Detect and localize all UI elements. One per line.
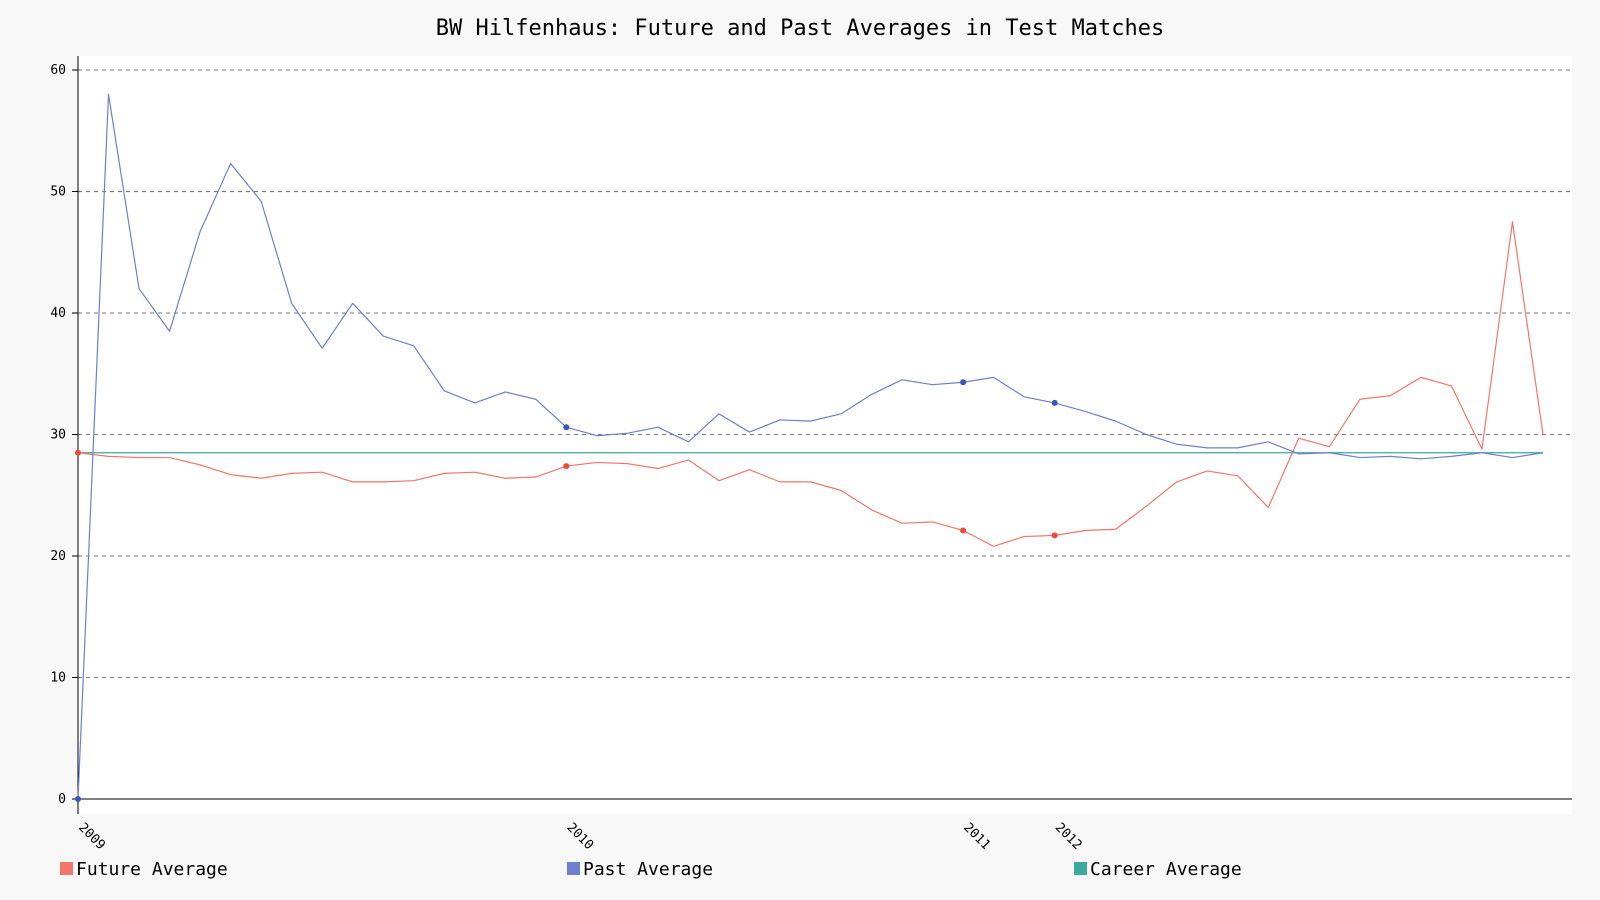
legend-label: Career Average [1090,859,1242,880]
y-tick-label: 0 [58,792,66,807]
data-point-future-average [960,527,967,534]
legend-item-career-average: Career Average [1074,859,1242,880]
series-lines [77,93,1544,800]
data-point-future-average [75,449,81,456]
legend-item-past-average: Past Average [567,859,713,880]
legend-swatch [1074,862,1087,875]
y-tick-label: 60 [50,63,66,78]
series-line-past-average [77,93,1544,800]
data-point-past-average [960,379,967,386]
legend: Future Average Past Average Career Average [60,859,1242,880]
y-tick-label: 10 [50,671,66,686]
chart-title: BW Hilfenhaus: Future and Past Averages … [436,16,1164,41]
data-point-future-average [1051,532,1058,539]
grid [78,69,1572,678]
legend-label: Past Average [583,859,713,880]
legend-swatch [60,862,73,875]
legend-item-future-average: Future Average [60,859,228,880]
y-tick-label: 30 [50,428,66,443]
data-point-past-average [1051,399,1058,406]
y-tick-label: 20 [50,549,66,564]
axes [77,56,1572,814]
legend-label: Future Average [76,859,228,880]
y-tick-label: 50 [50,185,66,200]
data-point-past-average [563,424,570,431]
series-line-future-average [77,221,1544,547]
data-point-past-average [75,796,81,802]
y-tick-label: 40 [50,306,66,321]
series-markers [75,379,1058,802]
y-axis-ticks: 0 10 20 30 40 50 60 [50,63,78,807]
legend-swatch [567,862,580,875]
data-point-future-average [563,463,570,470]
